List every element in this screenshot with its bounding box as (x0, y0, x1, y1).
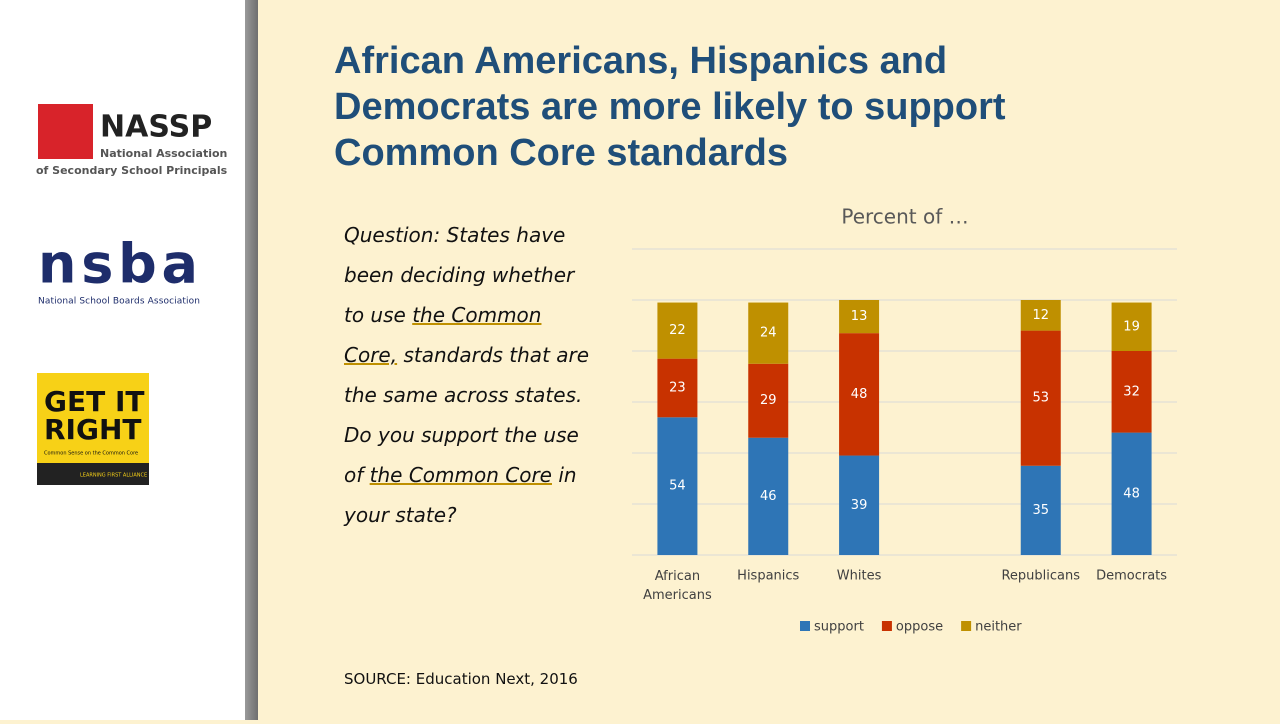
x-tick-label: Whites (837, 569, 882, 584)
logos: NASSP National Association of Secondary … (36, 104, 228, 485)
data-label: 32 (1123, 384, 1140, 399)
data-label: 29 (760, 393, 777, 408)
bar-segment (1111, 432, 1152, 555)
x-tick-label: Democrats (1096, 569, 1167, 584)
bar-segment (1020, 330, 1061, 466)
data-label: 22 (669, 323, 686, 338)
bar-segment (748, 302, 789, 364)
bar-segment (839, 455, 880, 555)
sidebar: NASSP National Association of Secondary … (0, 0, 245, 720)
x-tick-label: Republicans (1001, 569, 1080, 584)
title-line: Democrats are more likely to support (334, 86, 1006, 128)
bar-segment (1111, 351, 1152, 433)
data-label: 48 (1123, 486, 1140, 501)
question-part: in your state? (344, 463, 577, 527)
legend-swatch (881, 621, 892, 631)
bar-segment (748, 437, 789, 555)
question-part: the Common Core, (344, 303, 542, 367)
data-label: 39 (851, 498, 868, 513)
bar-segment (1020, 465, 1061, 555)
bar-segment (657, 302, 698, 359)
title-line: African Americans, Hispanics and (334, 40, 948, 82)
data-label: 48 (851, 387, 868, 402)
bar-segment (839, 300, 880, 334)
gir-band (37, 463, 149, 485)
data-label: 23 (669, 380, 686, 395)
legend-label: oppose (896, 620, 943, 635)
data-label: 54 (669, 479, 686, 494)
nassp-icon (38, 104, 93, 159)
question-part: Question: States have been deciding whet… (344, 223, 575, 327)
x-tick-label: African Americans (643, 569, 712, 603)
data-label: 13 (851, 309, 868, 324)
legend-swatch (961, 621, 972, 631)
gir-line: RIGHT (44, 413, 142, 446)
question-part: the Common Core (369, 463, 552, 487)
data-label: 12 (1032, 308, 1049, 323)
data-label: 53 (1032, 391, 1049, 406)
bar-segment (839, 333, 880, 456)
legend-swatch (800, 621, 810, 631)
stripe (245, 0, 258, 720)
x-tick-label: Hispanics (737, 569, 799, 584)
legend-label: neither (975, 620, 1022, 635)
question: Question: States have been deciding whet… (344, 215, 594, 535)
bar-segment (1020, 300, 1061, 331)
data-label: 24 (760, 326, 777, 341)
data-label: 35 (1032, 503, 1049, 518)
bar-segment (1111, 302, 1152, 351)
question-part: standards that are the same across state… (344, 343, 590, 487)
bar-segment (657, 358, 698, 418)
gir-tagline: Common Sense on the Common Core (44, 451, 138, 457)
chart-title: Percent of … (841, 205, 968, 229)
data-label: 19 (1123, 319, 1140, 334)
data-label: 46 (760, 489, 777, 504)
slide-title: African Americans, Hispanics and Democrat… (334, 38, 1006, 176)
nsba-name: nsba (38, 233, 198, 296)
title-line: Common Core standards (334, 132, 788, 174)
source: SOURCE: Education Next, 2016 (344, 670, 578, 688)
gir-line: GET IT (44, 385, 144, 418)
bar-segment (748, 363, 789, 438)
nsba-line: National School Boards Association (38, 297, 200, 307)
gir-alliance: LEARNING FIRST ALLIANCE (80, 473, 147, 479)
nassp-name: NASSP (100, 110, 212, 145)
legend-label: support (814, 620, 864, 635)
nassp-line: National Association (100, 147, 227, 160)
bar-segment (657, 417, 698, 555)
nassp-line: of Secondary School Principals (36, 164, 228, 177)
